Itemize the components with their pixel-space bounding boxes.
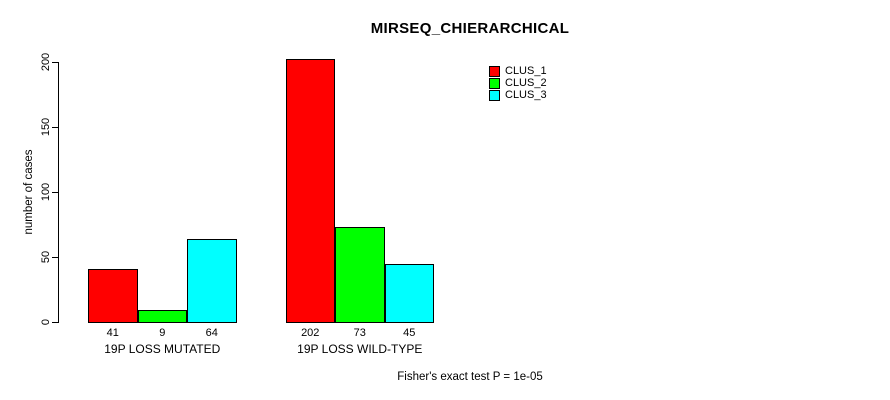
bar	[187, 238, 237, 323]
legend-item: CLUS_1	[489, 66, 547, 78]
bar	[137, 310, 187, 323]
category-label: 19P LOSS MUTATED	[104, 342, 221, 356]
y-tick	[52, 127, 58, 128]
legend-swatch	[489, 78, 500, 90]
bar-value-label: 64	[205, 327, 218, 339]
legend-swatch	[489, 89, 500, 101]
category-label: 19P LOSS WILD-TYPE	[297, 342, 423, 356]
y-tick	[52, 192, 58, 193]
bar-value-label: 41	[106, 327, 119, 339]
bar	[335, 227, 385, 323]
legend-label: CLUS_1	[505, 65, 547, 78]
legend-swatch	[489, 66, 500, 78]
y-tick	[52, 257, 58, 258]
bar	[384, 263, 434, 323]
y-tick-label: 100	[40, 182, 52, 202]
legend-label: CLUS_3	[505, 88, 547, 101]
y-axis-line	[58, 62, 59, 323]
bar-value-label: 73	[353, 327, 366, 339]
bar-value-label: 202	[301, 327, 320, 339]
y-tick	[52, 322, 58, 323]
legend-item: CLUS_2	[489, 78, 547, 90]
y-tick-label: 150	[40, 117, 52, 137]
annotation-text: Fisher's exact test P = 1e-05	[397, 371, 543, 383]
bar-value-label: 9	[159, 327, 166, 339]
bar-value-label: 45	[403, 327, 416, 339]
y-tick-label: 200	[40, 52, 52, 72]
bar	[285, 59, 335, 323]
y-axis-label: number of cases	[23, 149, 35, 235]
bar	[88, 268, 138, 323]
y-tick-label: 0	[40, 318, 52, 326]
legend-item: CLUS_3	[489, 89, 547, 101]
y-tick	[52, 62, 58, 63]
y-tick-label: 50	[40, 250, 52, 264]
chart-title: MIRSEQ_CHIERARCHICAL	[370, 20, 570, 37]
legend-label: CLUS_2	[505, 77, 547, 90]
legend: CLUS_1 CLUS_2 CLUS_3	[489, 66, 547, 101]
